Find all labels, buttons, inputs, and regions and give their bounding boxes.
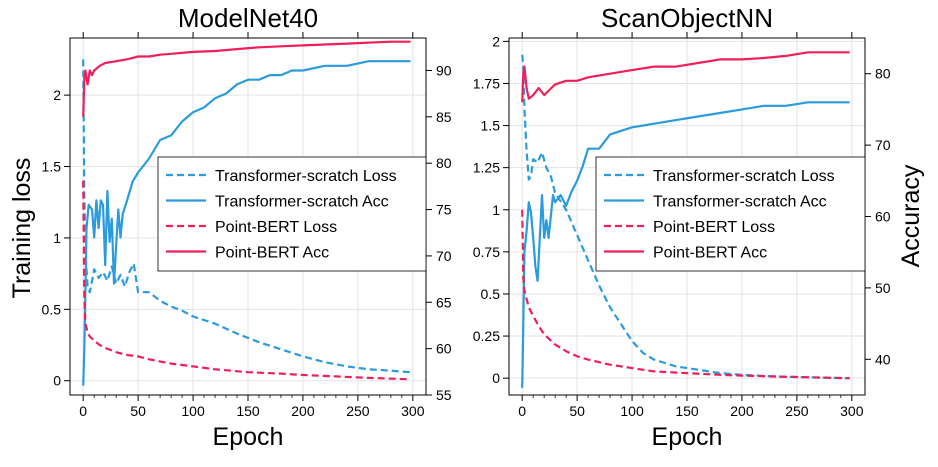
x-tick-label: 150 bbox=[675, 403, 699, 419]
x-tick-label: 250 bbox=[346, 403, 370, 419]
series-point-bert-loss bbox=[82, 180, 411, 381]
x-tick-label: 50 bbox=[569, 403, 585, 419]
y2-tick-label: 50 bbox=[875, 280, 891, 296]
y-tick-label: 0 bbox=[53, 373, 61, 389]
y-tick-label: 0 bbox=[492, 370, 500, 386]
x-tick-label: 100 bbox=[181, 403, 205, 419]
y2-tick-label: 60 bbox=[875, 209, 891, 225]
panel-scanobjectnn: 0 50 100 150 200 250 30000.250.50.7511.251.51.… bbox=[473, 3, 925, 451]
series-transformer-scratch-loss bbox=[521, 54, 850, 380]
y-tick-label: 0.5 bbox=[481, 286, 501, 302]
y-tick-label: 1 bbox=[53, 230, 61, 246]
x-tick-label: 300 bbox=[840, 403, 864, 419]
x-tick-label: 300 bbox=[401, 403, 425, 419]
y-tick-label: 1 bbox=[492, 202, 500, 218]
y2-tick-label: 60 bbox=[436, 341, 452, 357]
legend: Transformer-scratch Loss Transformer-scra… bbox=[157, 156, 427, 272]
x-tick-label: 0 bbox=[79, 403, 87, 419]
series-group bbox=[82, 40, 411, 386]
y-axis-label: Training loss bbox=[8, 158, 36, 299]
x-tick-label: 200 bbox=[291, 403, 315, 419]
legend-label: Transformer-scratch Loss bbox=[653, 168, 835, 185]
x-tick-label: 250 bbox=[785, 403, 809, 419]
y-tick-label: 0.75 bbox=[473, 244, 500, 260]
legend-label: Transformer-scratch Loss bbox=[215, 168, 397, 185]
legend-label: Point-BERT Acc bbox=[653, 245, 767, 262]
ticks: 0 50 100 150 200 250 30000.250.50.7511.251.51.… bbox=[473, 32, 891, 419]
x-axis-label: Epoch bbox=[652, 423, 723, 451]
x-tick-label: 0 bbox=[518, 403, 526, 419]
legend-items: Transformer-scratch Loss Transformer-scra… bbox=[604, 168, 835, 262]
series-point-bert-acc bbox=[521, 51, 850, 103]
legend-label: Transformer-scratch Acc bbox=[653, 194, 827, 211]
x-tick-label: 100 bbox=[620, 403, 644, 419]
legend-label: Transformer-scratch Acc bbox=[215, 194, 389, 211]
y-tick-label: 0.5 bbox=[42, 301, 62, 317]
legend: Transformer-scratch Loss Transformer-scra… bbox=[595, 156, 866, 272]
y2-tick-label: 65 bbox=[436, 294, 452, 310]
panel-modelnet40: 0 50 100 150 200 250 300 0 0.5 1 1.5 2 55 60 65 70 75 80 8… bbox=[8, 3, 452, 451]
x-tick-label: 150 bbox=[236, 403, 260, 419]
y2-tick-label: 75 bbox=[436, 202, 452, 218]
legend-label: Point-BERT Loss bbox=[653, 219, 775, 236]
y-tick-label: 1.75 bbox=[473, 75, 500, 91]
y2-tick-label: 40 bbox=[875, 351, 891, 367]
series-transformer-scratch-loss bbox=[82, 59, 411, 374]
series-transformer-scratch-acc bbox=[521, 101, 850, 388]
y-tick-label: 2 bbox=[492, 33, 500, 49]
ticks: 0 50 100 150 200 250 300 0 0.5 1 1.5 2 55 60 65 70 75 80 8… bbox=[42, 32, 452, 419]
chart-title: ScanObjectNN bbox=[601, 3, 773, 33]
y2-tick-label: 55 bbox=[436, 387, 452, 403]
y2-tick-label: 70 bbox=[875, 137, 891, 153]
y2-tick-label: 70 bbox=[436, 248, 452, 264]
x-tick-label: 50 bbox=[130, 403, 146, 419]
y-tick-label: 2 bbox=[53, 87, 61, 103]
chart-title: ModelNet40 bbox=[178, 3, 318, 33]
x-tick-label: 200 bbox=[730, 403, 754, 419]
y-tick-label: 1.25 bbox=[473, 160, 500, 176]
x-axis-label: Epoch bbox=[213, 423, 284, 451]
series-transformer-scratch-acc bbox=[82, 60, 411, 386]
y2-axis-label: Accuracy bbox=[897, 164, 925, 267]
y-tick-label: 0.25 bbox=[473, 328, 500, 344]
y2-tick-label: 80 bbox=[436, 155, 452, 171]
y2-tick-label: 85 bbox=[436, 109, 452, 125]
series-point-bert-acc bbox=[82, 40, 411, 117]
y-tick-label: 1.5 bbox=[42, 159, 62, 175]
legend-items: Transformer-scratch Loss Transformer-scra… bbox=[166, 168, 397, 262]
series-group bbox=[521, 51, 850, 388]
legend-label: Point-BERT Loss bbox=[215, 219, 337, 236]
y-tick-label: 1.5 bbox=[481, 118, 501, 134]
legend-label: Point-BERT Acc bbox=[215, 245, 329, 262]
y2-tick-label: 90 bbox=[436, 62, 452, 78]
y2-tick-label: 80 bbox=[875, 66, 891, 82]
series-point-bert-loss bbox=[521, 209, 850, 380]
